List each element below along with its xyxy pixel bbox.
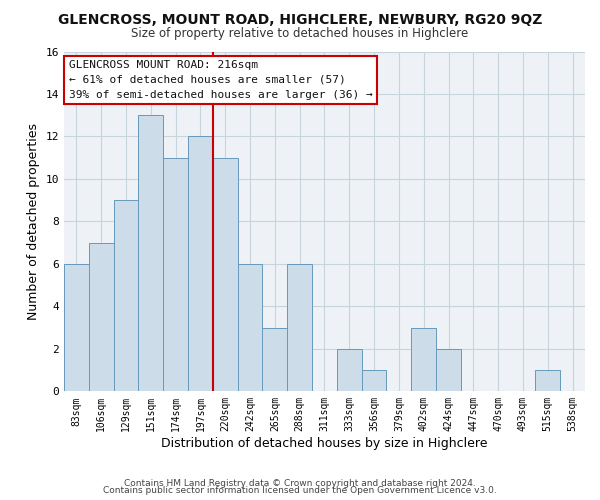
Bar — [64, 264, 89, 392]
Bar — [262, 328, 287, 392]
Bar — [163, 158, 188, 392]
Bar — [139, 115, 163, 392]
Bar — [213, 158, 238, 392]
Bar — [535, 370, 560, 392]
Bar — [362, 370, 386, 392]
Bar — [89, 242, 113, 392]
Text: Contains HM Land Registry data © Crown copyright and database right 2024.: Contains HM Land Registry data © Crown c… — [124, 478, 476, 488]
Text: GLENCROSS MOUNT ROAD: 216sqm
← 61% of detached houses are smaller (57)
39% of se: GLENCROSS MOUNT ROAD: 216sqm ← 61% of de… — [69, 60, 373, 100]
Bar — [337, 349, 362, 392]
Bar — [436, 349, 461, 392]
Text: GLENCROSS, MOUNT ROAD, HIGHCLERE, NEWBURY, RG20 9QZ: GLENCROSS, MOUNT ROAD, HIGHCLERE, NEWBUR… — [58, 12, 542, 26]
Bar — [113, 200, 139, 392]
Bar — [238, 264, 262, 392]
Y-axis label: Number of detached properties: Number of detached properties — [27, 123, 40, 320]
Text: Size of property relative to detached houses in Highclere: Size of property relative to detached ho… — [131, 28, 469, 40]
Bar — [287, 264, 312, 392]
X-axis label: Distribution of detached houses by size in Highclere: Distribution of detached houses by size … — [161, 437, 488, 450]
Bar — [412, 328, 436, 392]
Text: Contains public sector information licensed under the Open Government Licence v3: Contains public sector information licen… — [103, 486, 497, 495]
Bar — [188, 136, 213, 392]
